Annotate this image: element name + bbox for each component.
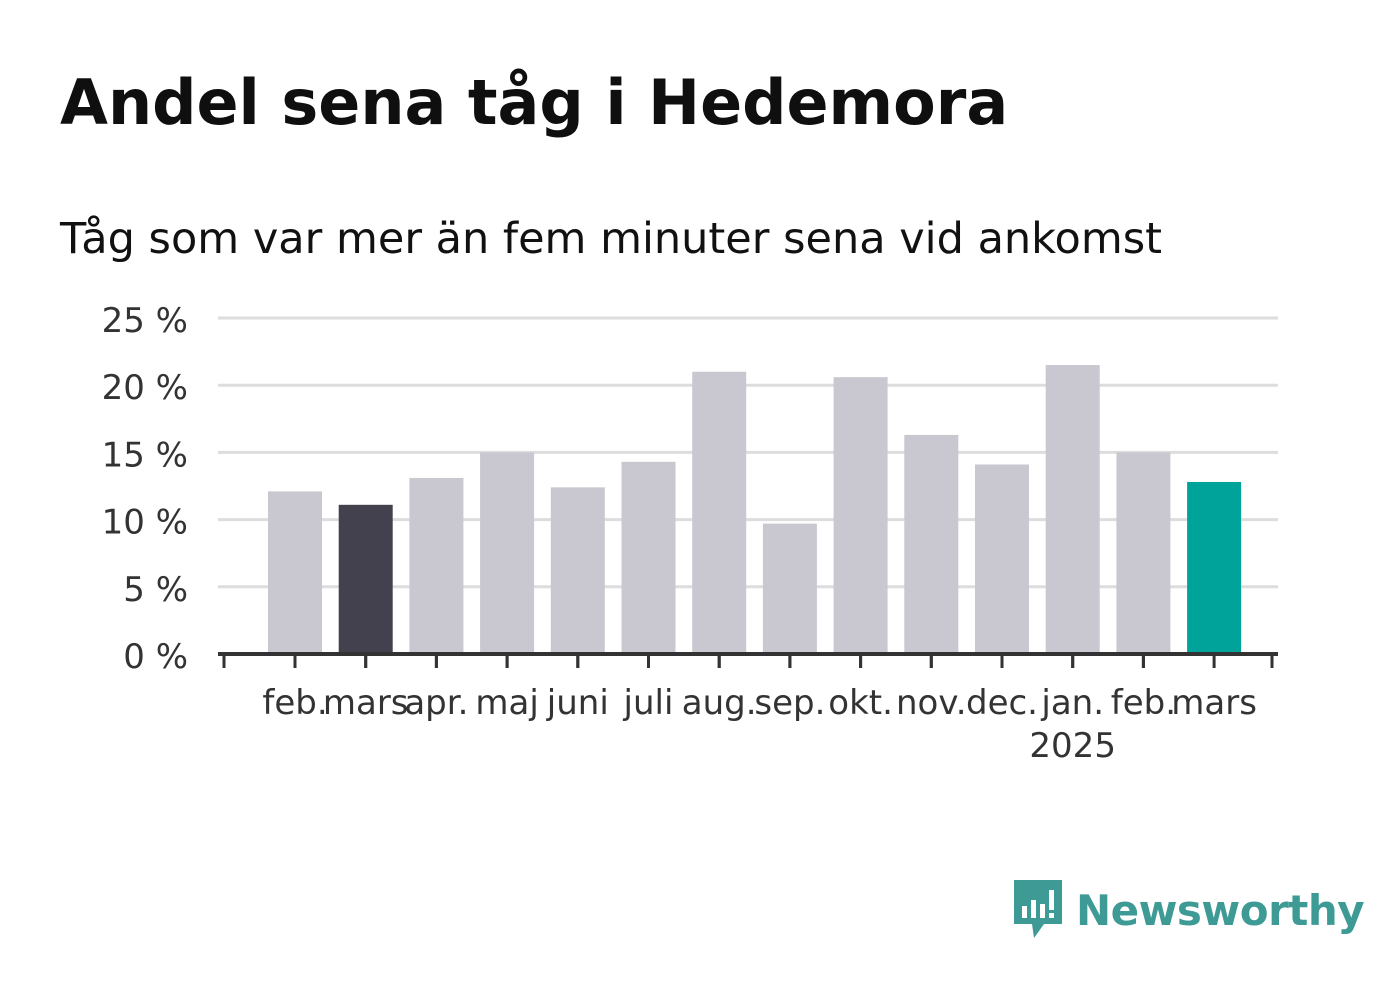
x-tick-label: aug. xyxy=(682,683,757,723)
y-tick-label: 15 % xyxy=(102,435,188,475)
bar xyxy=(409,477,464,654)
brand-name: Newsworthy xyxy=(1076,885,1365,935)
bar xyxy=(975,464,1029,654)
bar xyxy=(692,371,747,654)
newsworthy-logo-icon xyxy=(1014,880,1062,938)
bar xyxy=(1187,481,1242,654)
brand-logo: Newsworthy xyxy=(1010,878,1365,942)
x-tick-label: dec. xyxy=(966,683,1038,723)
bar xyxy=(621,461,676,654)
bar xyxy=(1045,365,1100,654)
x-year-label: 2025 xyxy=(1029,726,1116,766)
bar xyxy=(904,434,959,654)
x-tick-label: mars xyxy=(1171,683,1257,723)
bar xyxy=(1116,452,1171,654)
x-tick-label: sep. xyxy=(754,683,825,723)
x-tick-label: juni xyxy=(546,683,609,723)
x-tick-label: nov. xyxy=(896,683,967,723)
x-tick-label: feb. xyxy=(1111,683,1176,723)
chart-subtitle: Tåg som var mer än fem minuter sena vid … xyxy=(60,214,1163,264)
y-tick-label: 5 % xyxy=(123,570,188,610)
bar xyxy=(762,523,817,654)
x-tick-label: maj xyxy=(475,683,538,723)
chart-title: Andel sena tåg i Hedemora xyxy=(60,66,1009,139)
bar xyxy=(268,491,322,654)
bar xyxy=(550,487,605,654)
y-tick-label: 20 % xyxy=(102,368,188,408)
bar xyxy=(338,504,393,654)
x-tick-label: feb. xyxy=(262,683,327,723)
x-tick-label: mars xyxy=(323,683,409,723)
y-tick-label: 0 % xyxy=(123,637,188,677)
x-tick-label: juli xyxy=(623,683,674,723)
y-tick-label: 25 % xyxy=(102,301,188,341)
x-tick-label: jan. xyxy=(1040,683,1104,723)
bar xyxy=(480,452,535,654)
y-tick-label: 10 % xyxy=(102,503,188,543)
x-tick-label: okt. xyxy=(828,683,893,723)
x-tick-label: apr. xyxy=(404,683,468,723)
bar xyxy=(833,377,888,654)
